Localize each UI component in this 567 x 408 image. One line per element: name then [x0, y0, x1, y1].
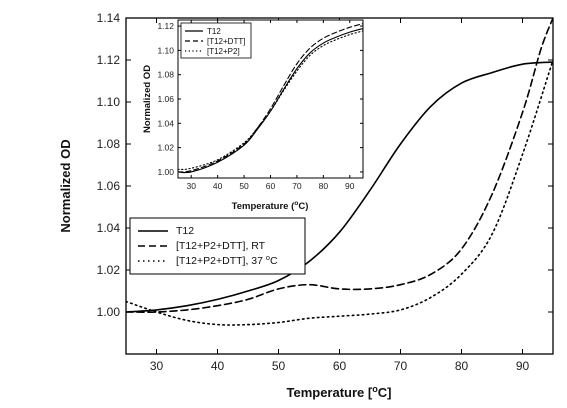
main-x-axis-label: Temperature [oC]: [286, 384, 391, 400]
inset-legend-label-dtt: [T12+DTT]: [207, 37, 245, 46]
inset-y-tick-label: 1.04: [157, 118, 174, 128]
main-y-axis-label: Normalized OD: [58, 139, 73, 232]
inset-x-tick-label: 40: [213, 181, 223, 191]
inset-axis-ticks: 30 40 50 60 70 80 90 1.00 1.02 1.04 1.06 1.08 1.10 1.…: [157, 20, 363, 191]
inset-series-line-2: [178, 23, 363, 173]
inset-chart: 30 40 50 60 70 80 90 1.00 1.02 1.04 1.06 1.08 1.10 1.…: [142, 19, 364, 212]
inset-legend-label-t12: T12: [207, 27, 221, 36]
main-series-group: [126, 18, 553, 326]
inset-legend-box: [180, 22, 252, 59]
inset-series-line-3: [178, 30, 363, 171]
inset-y-tick-label: 1.02: [157, 143, 174, 153]
main-y-tick-label: 1.10: [97, 95, 121, 109]
main-x-tick-label: 40: [211, 359, 225, 373]
inset-x-tick-label: 50: [239, 181, 249, 191]
inset-series-group: [178, 23, 363, 174]
inset-legend: T12 [T12+DTT] [T12+P2]: [180, 22, 252, 59]
inset-y-tick-label: 1.12: [157, 21, 174, 31]
inset-series-line-1: [178, 27, 363, 174]
main-series-line-2: [126, 18, 553, 313]
inset-y-axis-label: Normalized OD: [142, 65, 153, 133]
main-x-tick-label: 90: [516, 359, 530, 373]
main-y-tick-label: 1.02: [97, 263, 121, 277]
inset-legend-label-p2: [T12+P2]: [207, 47, 240, 56]
main-legend-label-t12: T12: [176, 225, 194, 237]
inset-y-tick-label: 1.10: [157, 45, 174, 55]
main-axis-ticks: 30 40 50 60 70 80 90 1.00 1.02 1.04 1.06 1.08 1.10 1.…: [97, 11, 553, 373]
main-x-tick-label: 30: [150, 359, 164, 373]
inset-x-tick-label: 90: [345, 181, 355, 191]
main-y-tick-label: 1.04: [97, 221, 121, 235]
inset-x-axis-label: Temperature (oC): [232, 200, 309, 212]
main-y-tick-label: 1.06: [97, 179, 121, 193]
main-x-tick-label: 60: [333, 359, 347, 373]
inset-y-tick-label: 1.08: [157, 70, 174, 80]
main-series-line-3: [126, 59, 553, 326]
main-y-tick-label: 1.00: [97, 305, 121, 319]
inset-y-tick-label: 1.00: [157, 167, 174, 177]
inset-x-tick-label: 70: [292, 181, 302, 191]
inset-x-tick-label: 80: [319, 181, 329, 191]
main-y-tick-label: 1.08: [97, 137, 121, 151]
main-series-line-1: [126, 61, 553, 313]
inset-x-tick-label: 60: [266, 181, 276, 191]
inset-x-tick-label: 30: [186, 181, 196, 191]
main-x-tick-label: 50: [272, 359, 286, 373]
main-legend-label-rt: [T12+P2+DTT], RT: [176, 240, 266, 252]
main-legend-label-37c: [T12+P2+DTT], 37 oC: [176, 253, 278, 267]
main-legend: T12 [T12+P2+DTT], RT [T12+P2+DTT], 37 oC: [129, 217, 306, 275]
main-x-tick-label: 80: [455, 359, 469, 373]
main-y-tick-label: 1.14: [97, 11, 121, 25]
main-y-tick-label: 1.12: [97, 53, 121, 67]
inset-y-tick-label: 1.06: [157, 94, 174, 104]
main-x-tick-label: 70: [394, 359, 408, 373]
main-legend-box: [129, 217, 306, 275]
